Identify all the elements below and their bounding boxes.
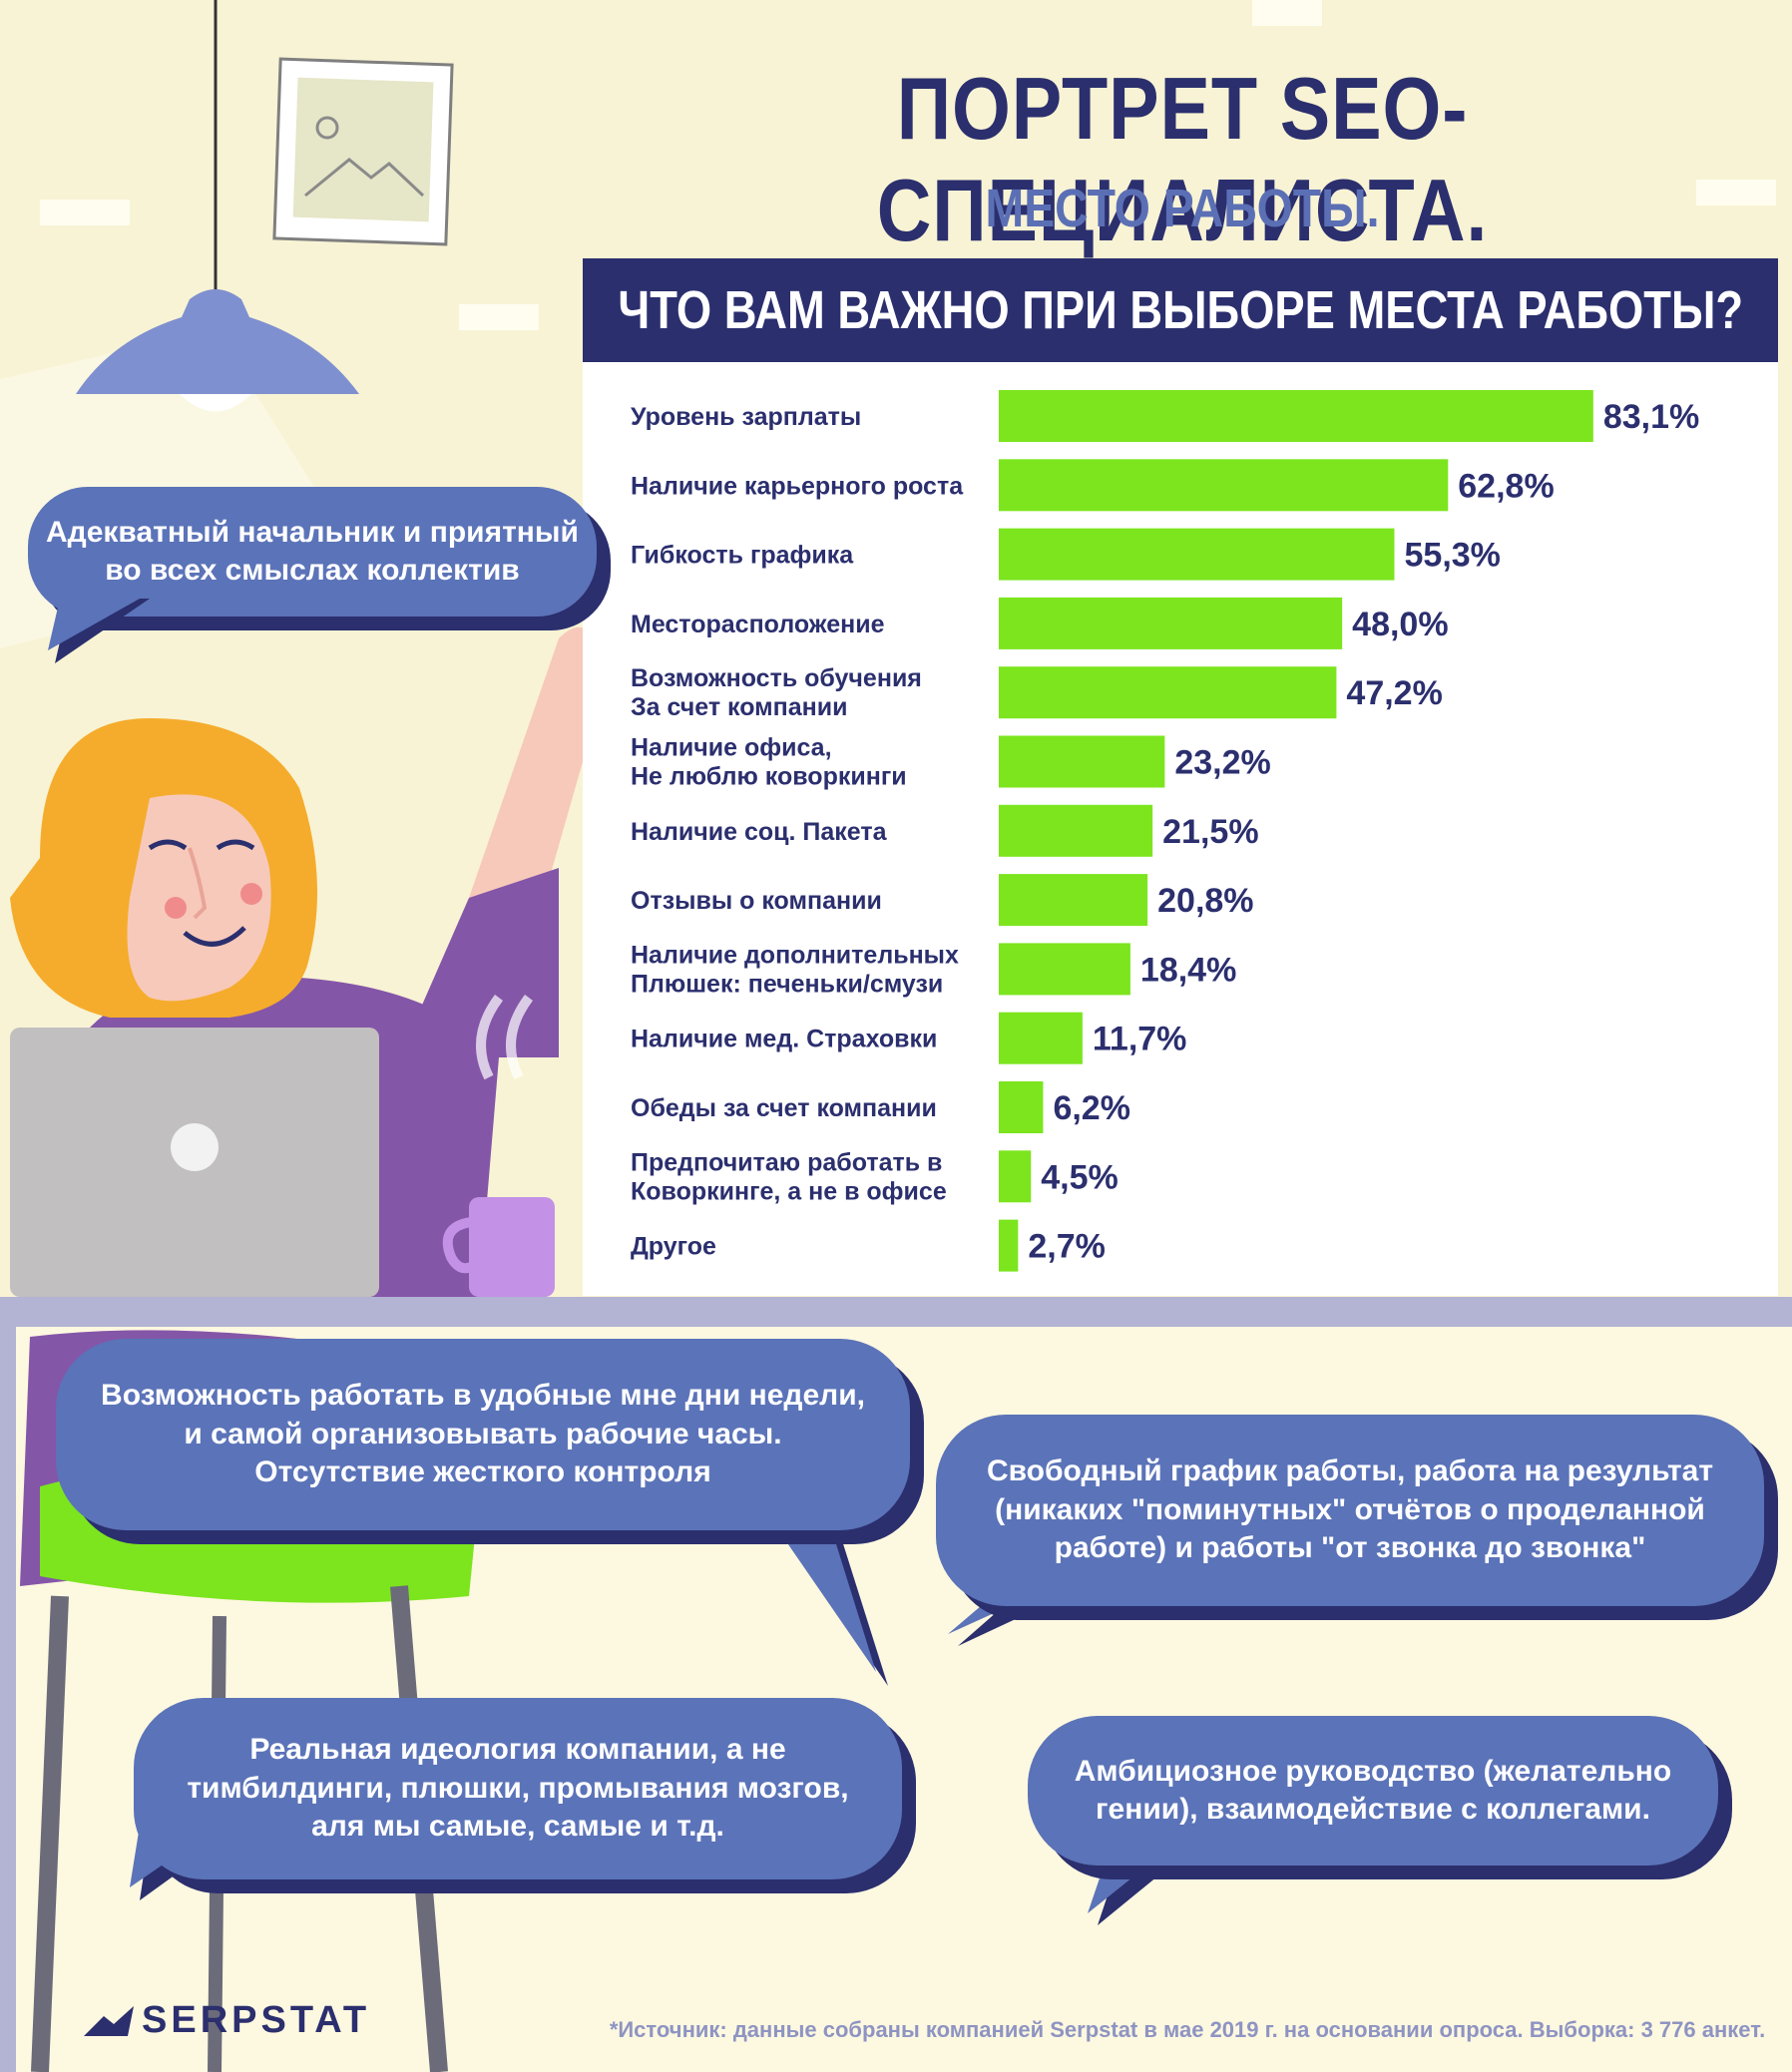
quote-text-2: Возможность работать в удобные мне дни н… bbox=[101, 1379, 865, 1489]
category-label: Уровень зарплаты bbox=[631, 403, 861, 431]
chart-title-text: ЧТО ВАМ ВАЖНО ПРИ ВЫБОРЕ МЕСТА РАБОТЫ? bbox=[618, 280, 1743, 340]
category-label: Наличие карьерного роста bbox=[631, 472, 964, 500]
bar bbox=[999, 597, 1343, 649]
quote-text-4: Реальная идеология компании, а не тимбил… bbox=[187, 1733, 849, 1844]
page-subtitle: МЕСТО РАБОТЫ. bbox=[985, 179, 1380, 238]
bar bbox=[999, 1150, 1032, 1203]
category-label: Другое bbox=[631, 1233, 716, 1261]
category-label: Наличие мед. Страховки bbox=[631, 1026, 937, 1053]
quote-text-3: Свободный график работы, работа на резул… bbox=[986, 1454, 1714, 1565]
value-label: 18,4% bbox=[1140, 951, 1236, 989]
quote-bubble-2: Возможность работать в удобные мне дни н… bbox=[56, 1339, 910, 1530]
value-label: 20,8% bbox=[1157, 882, 1253, 920]
value-label: 2,7% bbox=[1028, 1228, 1106, 1266]
chart-panel: ЧТО ВАМ ВАЖНО ПРИ ВЫБОРЕ МЕСТА РАБОТЫ? У… bbox=[583, 258, 1778, 1296]
bar bbox=[999, 874, 1148, 927]
bar bbox=[999, 1081, 1044, 1133]
category-label: Наличие дополнительных Плюшек: печеньки/с… bbox=[631, 941, 959, 998]
picture-frame-icon bbox=[272, 57, 454, 246]
category-label: Обеды за счет компании bbox=[631, 1094, 937, 1122]
value-label: 4,5% bbox=[1041, 1158, 1119, 1196]
category-label: Предпочитаю работать в Коворкинге, а не в… bbox=[631, 1148, 947, 1205]
category-label: Гибкость графика bbox=[631, 542, 854, 570]
quote-text-1: Адекватный начальник и приятный во всех … bbox=[46, 515, 579, 587]
left-border bbox=[0, 1297, 16, 2072]
quote-text-5: Амбициозное руководство (желательно гени… bbox=[1074, 1754, 1672, 1826]
category-label: Наличие соц. Пакета bbox=[631, 818, 888, 846]
laptop-icon bbox=[10, 1028, 379, 1297]
bar bbox=[999, 804, 1153, 857]
bar bbox=[999, 943, 1130, 996]
bar bbox=[999, 528, 1395, 581]
woman-head bbox=[10, 718, 317, 1018]
bar bbox=[999, 1012, 1083, 1064]
page-title: ПОРТРЕТ SEO-СПЕЦИАЛИСТА. bbox=[876, 59, 1489, 259]
chart-title: ЧТО ВАМ ВАЖНО ПРИ ВЫБОРЕ МЕСТА РАБОТЫ? bbox=[583, 258, 1778, 362]
value-label: 55,3% bbox=[1405, 537, 1501, 575]
table-edge bbox=[0, 1297, 1792, 1327]
quote-bubble-3: Свободный график работы, работа на резул… bbox=[936, 1415, 1764, 1606]
wall-brick bbox=[459, 304, 539, 330]
bar bbox=[999, 1219, 1019, 1272]
category-label: Возможность обучения За счет компании bbox=[631, 664, 922, 721]
value-label: 21,5% bbox=[1162, 813, 1258, 851]
chair-leg bbox=[31, 1595, 69, 2072]
wall-brick bbox=[40, 200, 130, 225]
bar bbox=[999, 666, 1337, 719]
category-label: Месторасположение bbox=[631, 611, 885, 638]
quote-bubble-4: Реальная идеология компании, а не тимбил… bbox=[134, 1698, 902, 1879]
serpstat-logo: SERPSTAT bbox=[84, 1999, 370, 2042]
value-label: 48,0% bbox=[1352, 606, 1448, 643]
bar bbox=[999, 735, 1165, 788]
coffee-mug-icon bbox=[442, 995, 555, 1297]
category-label: Отзывы о компании bbox=[631, 887, 882, 915]
serpstat-logo-icon bbox=[84, 2005, 134, 2036]
value-label: 47,2% bbox=[1346, 674, 1442, 712]
logo-text: SERPSTAT bbox=[142, 1999, 371, 2041]
value-label: 6,2% bbox=[1053, 1089, 1130, 1127]
value-label: 62,8% bbox=[1458, 467, 1554, 505]
bar bbox=[999, 459, 1449, 512]
bar-chart: Уровень зарплаты 83,1% Наличие карьерного … bbox=[631, 390, 1699, 1272]
category-label: Наличие офиса, Не люблю коворкинги bbox=[631, 734, 907, 791]
value-label: 23,2% bbox=[1174, 744, 1270, 782]
raised-arm bbox=[469, 626, 599, 898]
wall-brick bbox=[1252, 0, 1322, 26]
quote-bubble-1: Адекватный начальник и приятный во всех … bbox=[28, 487, 597, 617]
value-label: 11,7% bbox=[1093, 1021, 1187, 1058]
quote-bubble-5: Амбициозное руководство (желательно гени… bbox=[1028, 1716, 1718, 1865]
bar bbox=[999, 390, 1593, 442]
wall-brick bbox=[1696, 180, 1776, 206]
value-label: 83,1% bbox=[1603, 398, 1699, 436]
source-footnote: *Источник: данные собраны компанией Serp… bbox=[609, 2017, 1766, 2042]
